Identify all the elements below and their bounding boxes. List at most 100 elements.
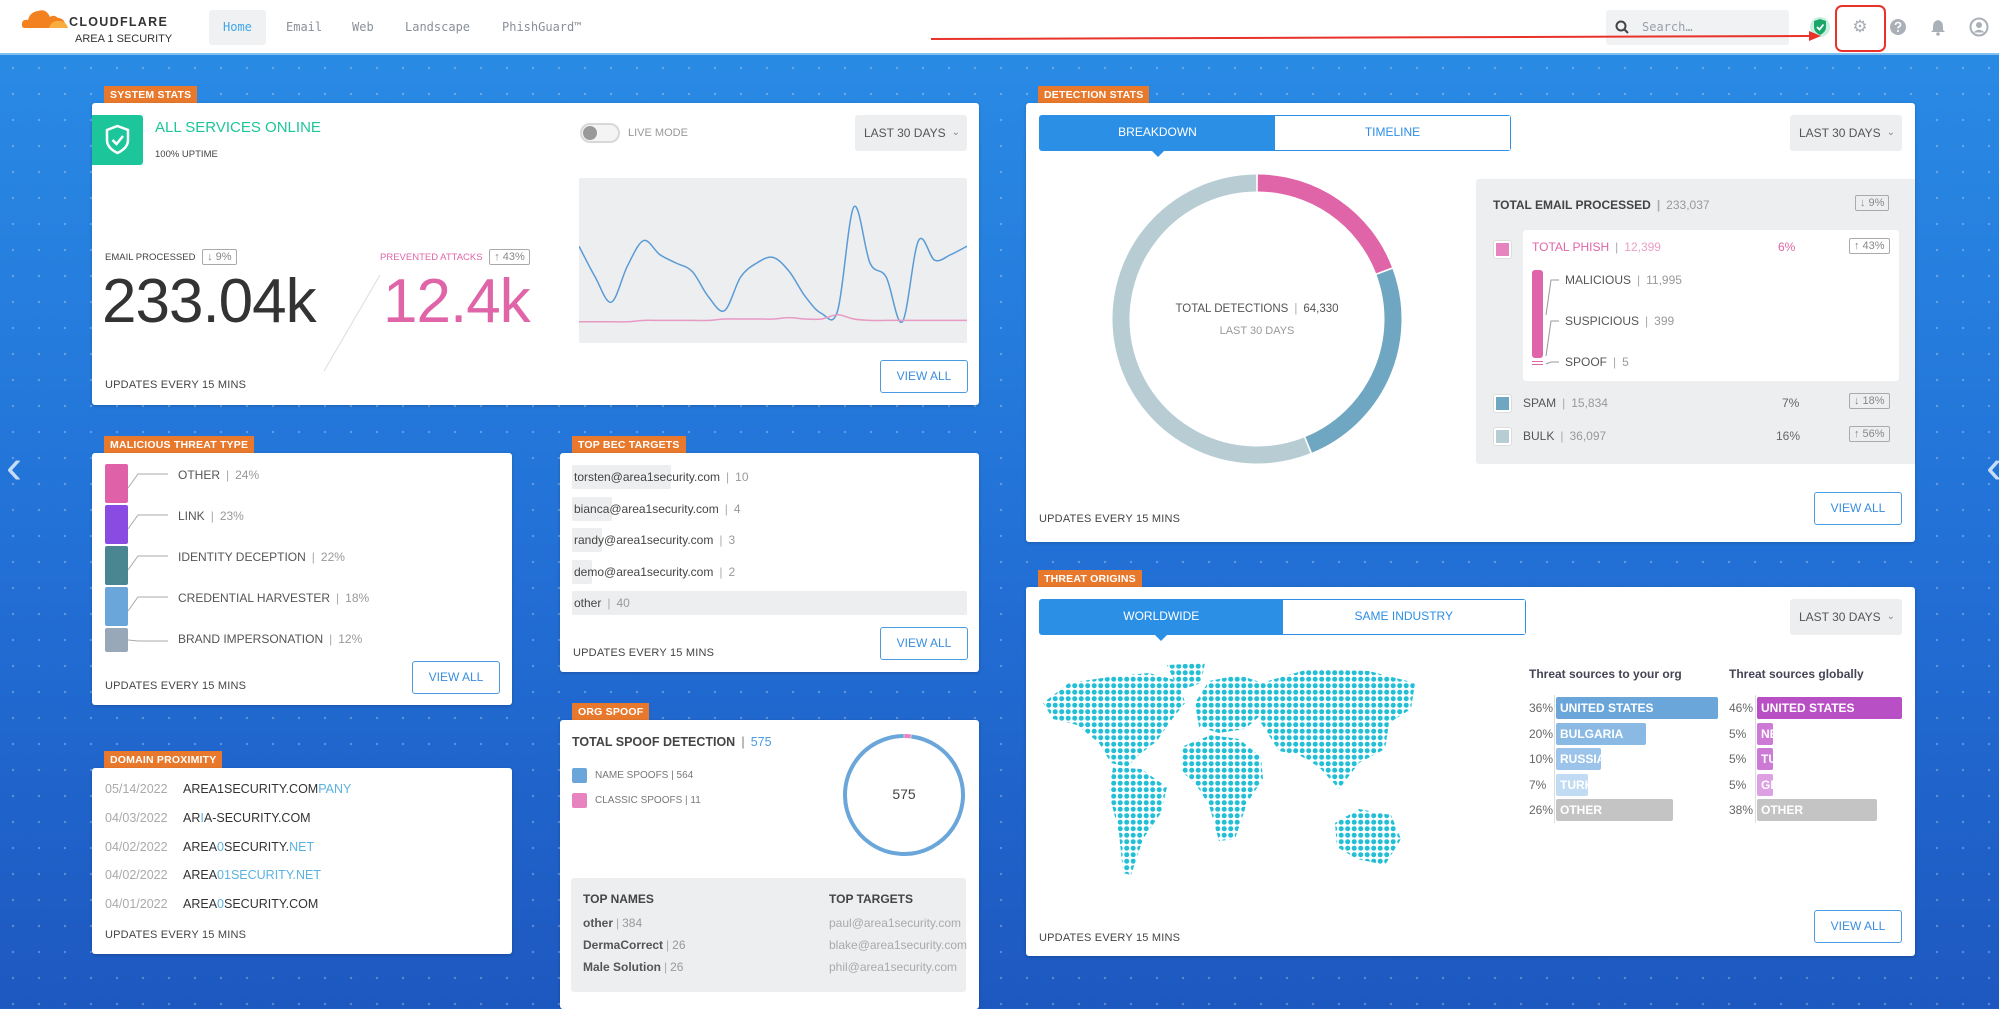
shield-check-icon	[105, 124, 130, 155]
tab-breakdown[interactable]: BREAKDOWN	[1040, 116, 1275, 157]
spam-change-badge: ↓ 18%	[1849, 393, 1890, 409]
domain-part: SECURITY.COM	[224, 897, 319, 912]
threat-type-pct: 24%	[235, 468, 260, 482]
help-icon[interactable]	[1889, 18, 1907, 36]
spoof-total: 575	[750, 735, 772, 749]
chevron-right-icon[interactable]: ‹	[1986, 440, 1999, 495]
threat-type-item: OTHER | 24%	[178, 468, 260, 482]
origin-bar[interactable]: RUSSIA	[1556, 748, 1605, 770]
nav-phishguard[interactable]: PhishGuard™	[502, 20, 582, 34]
bec-target-item[interactable]: other | 40	[574, 596, 630, 610]
origin-bar[interactable]: GERMANY	[1757, 773, 1822, 796]
phish-bar	[1532, 270, 1543, 358]
gear-icon[interactable]: ⚙	[1852, 17, 1868, 36]
origin-bar[interactable]: BULGARIA	[1556, 722, 1646, 745]
donut-segment-phish[interactable]	[1257, 174, 1392, 274]
bec-target-item[interactable]: torsten@area1security.com | 10	[574, 470, 749, 484]
bec-target-item[interactable]: bianca@area1security.com | 4	[574, 501, 741, 516]
domain-item[interactable]: 04/01/2022 AREA0SECURITY.COM	[105, 897, 318, 911]
origin-bar[interactable]: TURKEY	[1757, 748, 1810, 770]
nav-web[interactable]: Web	[352, 20, 374, 34]
top-header: CLOUDFLARE AREA 1 SECURITY Home Email We…	[0, 0, 1999, 55]
donut-segment-spam[interactable]	[1305, 268, 1402, 453]
phish-row: TOTAL PHISH | 12,399	[1532, 240, 1661, 254]
threat-color-bar	[105, 505, 128, 544]
origin-pct: 36%	[1529, 701, 1554, 715]
gear-highlight-box	[1835, 5, 1886, 52]
nav-email[interactable]: Email	[286, 20, 323, 34]
view-all-button[interactable]: VIEW ALL	[1814, 910, 1902, 943]
top-target-item: paul@area1security.com	[829, 916, 962, 930]
domain-part: A-SECURITY.COM	[203, 810, 311, 825]
threat-type-pct: 22%	[320, 550, 345, 564]
email-change-badge: ↓ 9%	[202, 249, 237, 265]
shield-check-icon[interactable]	[1809, 15, 1831, 39]
bec-target-item[interactable]: demo@area1security.com | 2	[574, 564, 736, 579]
origin-bar[interactable]: NETHERLANDS	[1757, 722, 1852, 745]
status-box	[92, 115, 143, 165]
bec-bar	[572, 591, 967, 615]
org-sources-title: Threat sources to your org	[1529, 667, 1682, 681]
nav-landscape[interactable]: Landscape	[405, 20, 471, 34]
bec-email: torsten@area1security.com	[574, 470, 721, 484]
logo-text: CLOUDFLARE	[69, 15, 169, 29]
live-mode-toggle[interactable]	[580, 123, 620, 143]
domain-item[interactable]: 04/03/2022 ARIA-SECURITY.COM	[105, 811, 311, 825]
connector-line	[128, 596, 168, 612]
range-dropdown[interactable]: LAST 30 DAYS ⌄	[855, 115, 967, 151]
malicious-threat-card: UPDATES EVERY 15 MINS VIEW ALL OTHER | 24%…	[92, 453, 512, 705]
range-value: LAST 30 DAYS	[1799, 126, 1881, 140]
domain-part: AR	[183, 810, 201, 825]
origin-bar[interactable]: UNITED STATES	[1757, 697, 1902, 719]
classic-spoofs-swatch	[572, 793, 587, 808]
top-name-item: Male Solution | 26	[583, 960, 684, 974]
tab-same-industry[interactable]: SAME INDUSTRY	[1282, 600, 1525, 634]
domain-part: AREA	[183, 897, 218, 912]
origin-bar[interactable]: UNITED STATES	[1556, 697, 1718, 719]
bell-icon[interactable]	[1929, 18, 1947, 36]
view-all-button[interactable]: VIEW ALL	[412, 661, 500, 694]
tab-timeline[interactable]: TIMELINE	[1275, 116, 1510, 150]
updates-note: UPDATES EVERY 15 MINS	[105, 680, 247, 692]
phish-swatch	[1494, 241, 1511, 258]
spoof-bar	[1532, 361, 1543, 362]
tab-worldwide[interactable]: WORLDWIDE	[1040, 600, 1283, 641]
donut-segment-name-spoofs[interactable]	[843, 734, 965, 856]
threat-type-item: IDENTITY DECEPTION | 22%	[178, 550, 345, 564]
bec-target-item[interactable]: randy@area1security.com | 3	[574, 533, 736, 547]
updates-note: UPDATES EVERY 15 MINS	[573, 647, 715, 659]
domain-item[interactable]: 05/14/2022 AREA1SECURITY.COMPANY	[105, 782, 351, 796]
axis-line	[1554, 695, 1555, 823]
origin-bar[interactable]: TURKEY	[1556, 773, 1609, 796]
threat-color-bar	[105, 628, 128, 652]
domain-date: 04/03/2022	[105, 810, 168, 825]
bulk-change-badge: ↑ 56%	[1849, 426, 1890, 442]
bec-count: 2	[728, 564, 736, 579]
divider-line	[323, 274, 381, 372]
donut-segment-bulk[interactable]	[1112, 174, 1311, 464]
user-icon[interactable]	[1969, 17, 1989, 37]
range-value: LAST 30 DAYS	[864, 126, 946, 140]
domain-item[interactable]: 04/02/2022 AREA0SECURITY.NET	[105, 840, 314, 854]
view-all-button[interactable]: VIEW ALL	[880, 360, 968, 393]
range-dropdown[interactable]: LAST 30 DAYS ⌄	[1790, 115, 1902, 151]
threat-origins-card: WORLDWIDE SAME INDUSTRY LAST 30 DAYS ⌄ Th…	[1026, 587, 1915, 956]
origin-pct: 7%	[1529, 777, 1547, 792]
origin-bar[interactable]: OTHER	[1556, 799, 1673, 821]
view-all-button[interactable]: VIEW ALL	[1814, 492, 1902, 525]
nav-home[interactable]: Home	[209, 10, 266, 45]
origin-bar[interactable]: OTHER	[1757, 799, 1877, 821]
email-processed-line	[579, 205, 967, 323]
logo-subtitle: AREA 1 SECURITY	[75, 33, 173, 45]
domain-item[interactable]: 04/02/2022 AREA01SECURITY.NET	[105, 868, 321, 882]
chevron-left-icon[interactable]: ‹	[6, 441, 22, 494]
origin-pct: 5%	[1729, 752, 1747, 766]
view-all-button[interactable]: VIEW ALL	[880, 627, 968, 660]
range-dropdown[interactable]: LAST 30 DAYS ⌄	[1790, 599, 1902, 635]
search-input[interactable]: Search…	[1606, 10, 1789, 45]
spam-row: SPAM | 15,834	[1523, 396, 1608, 410]
classic-spoofs-legend: CLASSIC SPOOFS | 11	[595, 795, 701, 806]
range-value: LAST 30 DAYS	[1799, 610, 1881, 624]
processed-row: TOTAL EMAIL PROCESSED | 233,037	[1493, 198, 1710, 212]
phish-pct: 6%	[1778, 240, 1796, 254]
